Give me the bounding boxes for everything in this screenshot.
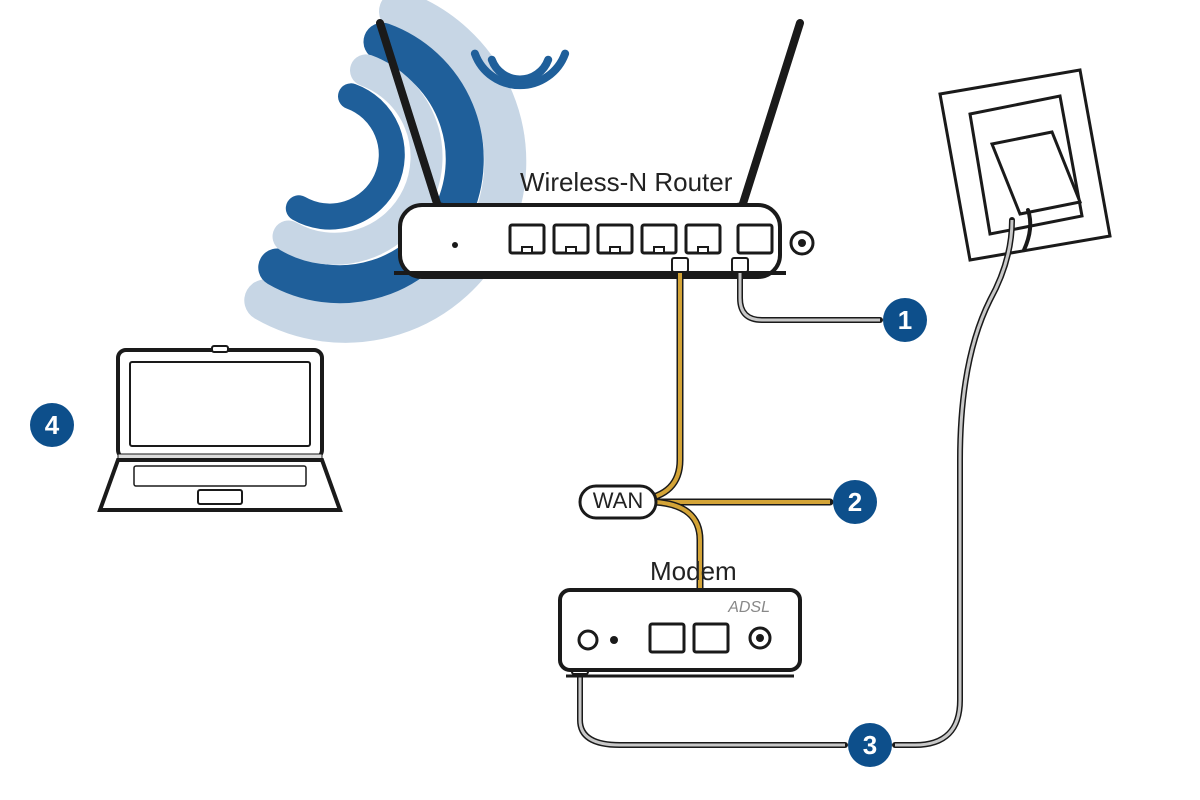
step-badge-text: 3 bbox=[863, 730, 877, 760]
wan-label: WAN bbox=[593, 488, 644, 513]
step-badge-4: 4 bbox=[30, 403, 74, 447]
step-badge-3: 3 bbox=[848, 723, 892, 767]
wall-outlet bbox=[940, 70, 1110, 260]
step-badge-text: 1 bbox=[898, 305, 912, 335]
modem-label: Modem bbox=[650, 556, 737, 586]
laptop bbox=[100, 346, 340, 510]
wan-cable bbox=[640, 262, 680, 500]
step-badge-text: 2 bbox=[848, 487, 862, 517]
router-label: Wireless-N Router bbox=[520, 167, 733, 197]
step-badge-2: 2 bbox=[833, 480, 877, 524]
wan-port bbox=[738, 225, 772, 253]
modem: Modem ADSL bbox=[560, 556, 800, 676]
step-badge-1: 1 bbox=[883, 298, 927, 342]
adsl-label: ADSL bbox=[727, 599, 770, 616]
step-badge-text: 4 bbox=[45, 410, 60, 440]
